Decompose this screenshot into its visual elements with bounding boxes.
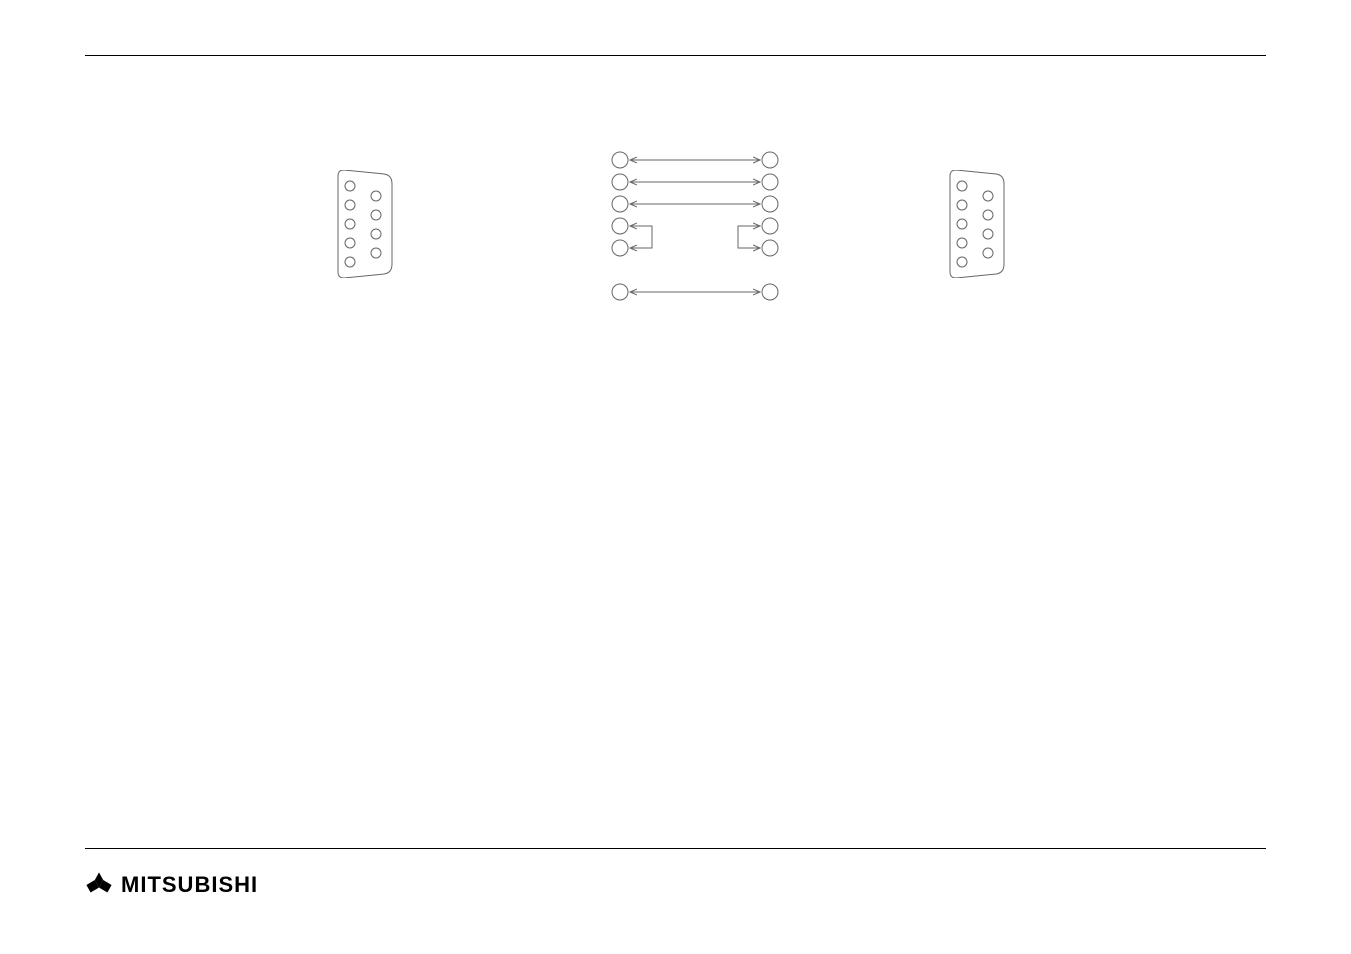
- mitsubishi-logo-text: MITSUBISHI: [121, 872, 258, 898]
- mitsubishi-diamond-icon: [85, 871, 113, 899]
- page-bottom-rule: [85, 848, 1266, 849]
- left-connector: [332, 170, 398, 278]
- wiring-diagram: [0, 130, 1351, 330]
- right-connector: [944, 170, 1010, 278]
- page-top-rule: [85, 55, 1266, 56]
- mitsubishi-logo: MITSUBISHI: [85, 871, 258, 899]
- wiring-connections: [590, 140, 800, 310]
